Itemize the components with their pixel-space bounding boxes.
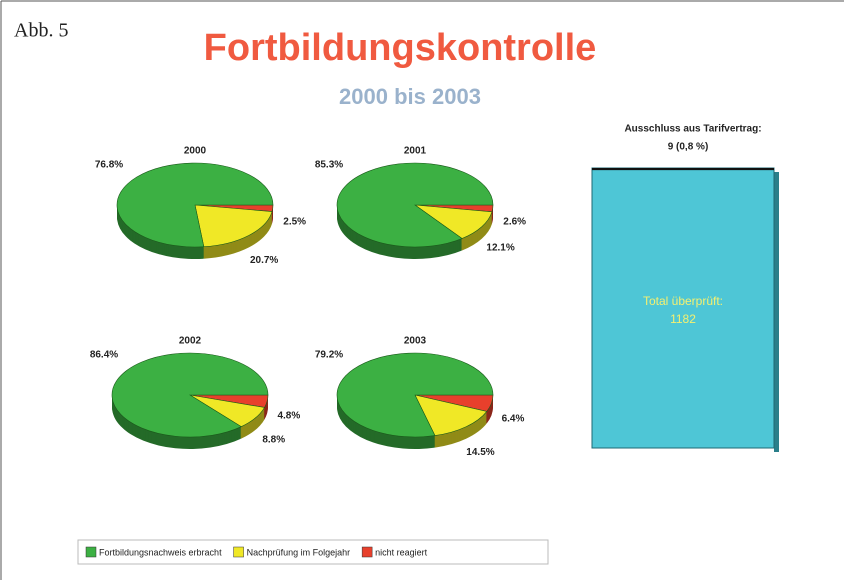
pie-slice [116,162,274,248]
pie-value-label: 2.6% [503,217,526,228]
pie-slice [194,204,273,248]
figure-label: Abb. 5 [14,20,68,42]
pie-title: 2000 [184,146,207,157]
legend-swatch [85,546,97,558]
pie-title: 2002 [179,336,202,347]
pie-value-label: 79.2% [315,350,343,361]
legend-box [77,539,549,565]
exclusion-value: 9 (0,8 %) [668,142,709,153]
pie-value-label: 76.8% [95,160,123,171]
total-label: Total überprüft: [643,294,723,308]
pie-slice [414,394,488,436]
pie-slice [336,352,494,438]
pie-value-label: 86.4% [90,350,118,361]
legend-label: Nachprüfung im Folgejahr [247,547,351,557]
pie-slice [413,204,493,239]
bar-total [591,167,775,449]
pie-title: 2001 [404,146,427,157]
pie-title: 2003 [404,336,427,347]
pie-slice [336,162,494,248]
pie-slice [111,352,269,438]
pie-value-label: 85.3% [315,160,343,171]
pie-value-label: 2.5% [283,216,306,227]
exclusion-label: Ausschluss aus Tarifvertrag: [624,124,761,135]
legend-swatch [361,546,373,558]
pie-value-label: 12.1% [486,243,514,254]
pie-value-label: 4.8% [277,411,300,422]
legend-label: Fortbildungsnachweis erbracht [99,547,222,557]
bar-side [774,172,779,452]
subtitle: 2000 bis 2003 [339,84,481,109]
pie-value-label: 6.4% [502,414,525,425]
legend-label: nicht reagiert [375,547,428,557]
pie-value-label: 14.5% [466,447,494,458]
pie-value-label: 8.8% [262,434,285,445]
pie-value-label: 20.7% [250,255,278,266]
total-value: 1182 [670,312,696,326]
legend-swatch [233,546,244,558]
bar-exclusion [592,168,774,171]
title: Fortbildungskontrolle [204,27,597,69]
